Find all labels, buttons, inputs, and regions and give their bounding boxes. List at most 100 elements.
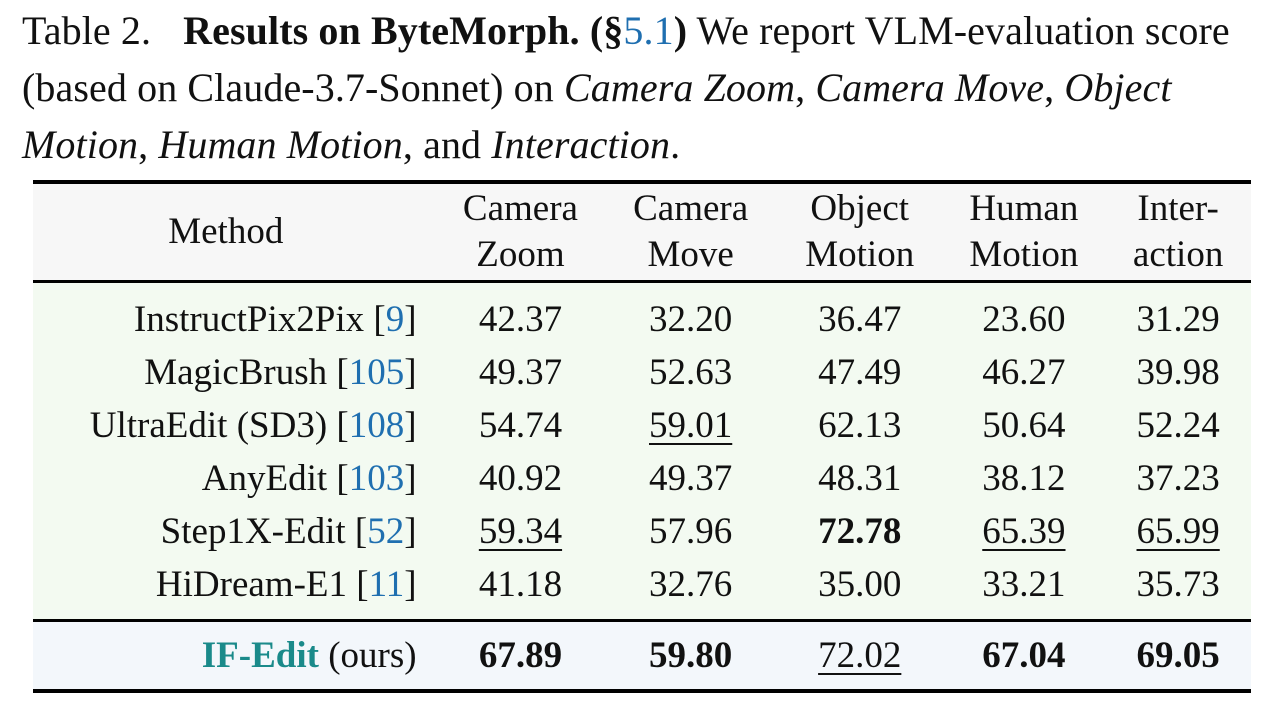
method-name: MagicBrush (144, 352, 328, 393)
ours-rows: IF-Edit (ours) 67.89 59.80 72.02 67.04 6… (33, 620, 1251, 692)
score-cell: 67.04 (943, 621, 1106, 692)
score-cell: 49.37 (649, 458, 733, 499)
score-cell: 31.29 (1136, 299, 1220, 340)
score-cell: 49.37 (478, 352, 563, 393)
score-cell: 46.27 (982, 352, 1066, 393)
method-cell: UltraEdit (SD3) [108] (89, 405, 417, 446)
best-score: 69.05 (1136, 635, 1220, 676)
score-cell: 38.12 (982, 458, 1066, 499)
second-best-score: 65.39 (982, 511, 1066, 552)
score-cell: 57.96 (649, 511, 733, 552)
caption-section-open: (§ (589, 8, 624, 53)
second-best-score: 59.34 (478, 511, 563, 552)
table-row: HiDream-E1 [11] 41.18 32.76 35.00 33.21 … (33, 558, 1251, 621)
method-cell: AnyEdit [103] (201, 458, 417, 499)
score-cell: 59.34 (437, 505, 605, 558)
caption-separator: , and (402, 122, 492, 167)
caption-label: Table 2. (22, 8, 152, 53)
citation-link[interactable]: 11 (368, 564, 405, 605)
header-line: Move (647, 234, 734, 275)
caption-separator: , (138, 122, 159, 167)
header-line: Motion (805, 234, 915, 275)
method-cell: IF-Edit (ours) (33, 621, 437, 692)
score-cell: 41.18 (478, 564, 563, 605)
table-header: Method Camera Zoom Camera Move Object Motio… (33, 182, 1251, 282)
header-camera-zoom: Camera Zoom (437, 182, 605, 282)
caption-section-close: ) (673, 8, 688, 53)
citation-link[interactable]: 52 (367, 511, 405, 552)
second-best-score: 72.02 (818, 635, 902, 676)
second-best-score: 65.99 (1136, 511, 1220, 552)
second-best-score: 59.01 (649, 405, 733, 446)
caption-category-1: Camera Zoom (563, 65, 796, 110)
citation-link[interactable]: 108 (348, 405, 405, 446)
score-cell: 65.99 (1105, 505, 1251, 558)
method-cell: InstructPix2Pix [9] (133, 299, 417, 340)
score-cell: 36.47 (818, 299, 902, 340)
score-cell: 65.39 (943, 505, 1106, 558)
header-line: Human (969, 188, 1079, 229)
caption-section-link[interactable]: 5.1 (623, 8, 674, 53)
score-cell: 52.24 (1136, 405, 1220, 446)
caption-category-4: Human Motion (158, 122, 403, 167)
header-line: Motion (969, 234, 1079, 275)
score-cell: 59.80 (604, 621, 777, 692)
header-line: Object (810, 188, 910, 229)
header-method: Method (168, 211, 284, 252)
header-camera-move: Camera Move (604, 182, 777, 282)
ours-suffix: (ours) (328, 635, 417, 676)
citation-link[interactable]: 103 (348, 458, 405, 499)
header-object-motion: Object Motion (777, 182, 943, 282)
caption-end: . (670, 122, 681, 167)
caption-separator: , (795, 65, 816, 110)
best-score: 67.89 (478, 635, 563, 676)
score-cell: 72.78 (777, 505, 943, 558)
best-score: 72.78 (818, 511, 902, 552)
caption-category-3: Object Motion (22, 65, 1172, 167)
score-cell: 48.31 (818, 458, 902, 499)
score-cell: 39.98 (1136, 352, 1220, 393)
score-cell: 35.73 (1136, 564, 1220, 605)
results-table: Method Camera Zoom Camera Move Object Motio… (33, 180, 1251, 693)
score-cell: 32.20 (649, 299, 733, 340)
score-cell: 50.64 (982, 405, 1066, 446)
method-name: UltraEdit (SD3) (89, 405, 328, 446)
method-name: HiDream-E1 (155, 564, 348, 605)
method-name: AnyEdit (201, 458, 328, 499)
header-line: Inter- (1137, 188, 1219, 229)
method-cell: HiDream-E1 [11] (155, 564, 417, 605)
score-cell: 33.21 (982, 564, 1066, 605)
header-line: Camera (462, 188, 578, 229)
citation-link[interactable]: 105 (348, 352, 405, 393)
method-cell: MagicBrush [105] (144, 352, 417, 393)
best-score: 67.04 (982, 635, 1066, 676)
score-cell: 67.89 (437, 621, 605, 692)
score-cell: 54.74 (478, 405, 563, 446)
score-cell: 42.37 (478, 299, 563, 340)
score-cell: 40.92 (478, 458, 563, 499)
score-cell: 23.60 (982, 299, 1066, 340)
caption-category-2: Camera Move (815, 65, 1045, 110)
table-row: AnyEdit [103] 40.92 49.37 48.31 38.12 37… (33, 452, 1251, 505)
method-cell: Step1X-Edit [52] (160, 511, 417, 552)
caption-separator: , (1044, 65, 1065, 110)
score-cell: 37.23 (1136, 458, 1220, 499)
score-cell: 32.76 (649, 564, 733, 605)
method-name: InstructPix2Pix (133, 299, 365, 340)
score-cell: 62.13 (818, 405, 902, 446)
table-row: UltraEdit (SD3) [108] 54.74 59.01 62.13 … (33, 399, 1251, 452)
table-row: InstructPix2Pix [9] 42.37 32.20 36.47 23… (33, 281, 1251, 346)
score-cell: 69.05 (1105, 621, 1251, 692)
table-row: MagicBrush [105] 49.37 52.63 47.49 46.27… (33, 346, 1251, 399)
ours-row: IF-Edit (ours) 67.89 59.80 72.02 67.04 6… (33, 620, 1251, 692)
score-cell: 52.63 (649, 352, 733, 393)
baseline-rows: InstructPix2Pix [9] 42.37 32.20 36.47 23… (33, 281, 1251, 621)
table-row: Step1X-Edit [52] 59.34 57.96 72.78 65.39… (33, 505, 1251, 558)
score-cell: 47.49 (818, 352, 902, 393)
header-human-motion: Human Motion (943, 182, 1106, 282)
header-interaction: Inter-action (1105, 182, 1251, 282)
caption-text: We report VLM-evaluation score (based on… (22, 8, 1230, 110)
score-cell: 35.00 (818, 564, 902, 605)
score-cell: 72.02 (777, 621, 943, 692)
citation-link[interactable]: 9 (385, 299, 405, 340)
